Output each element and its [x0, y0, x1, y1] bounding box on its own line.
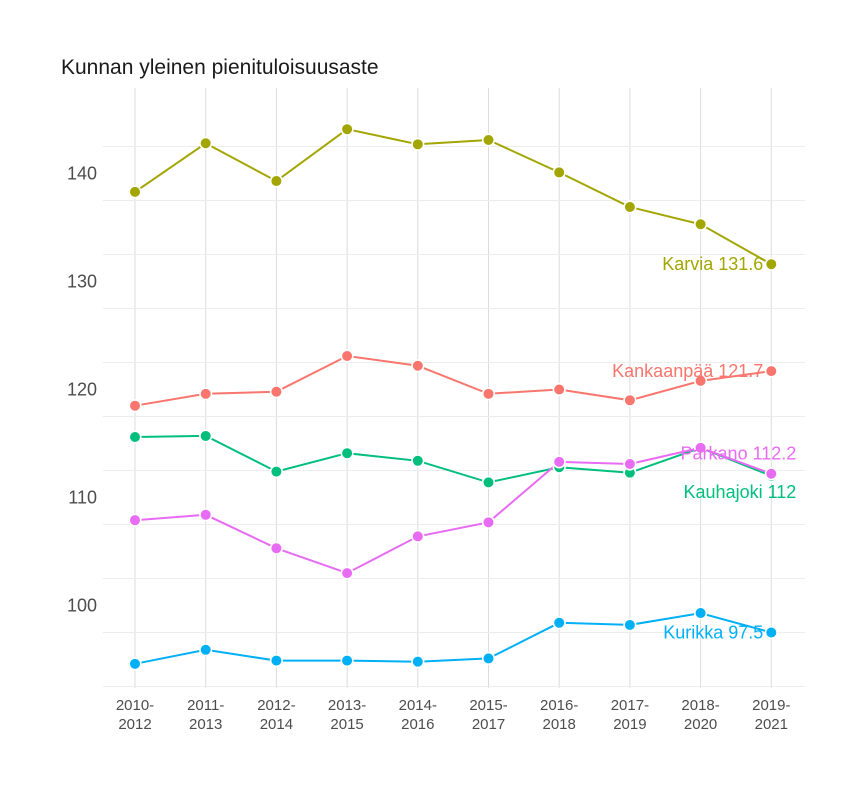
x-tick-label: 2018-2020: [681, 697, 719, 733]
y-tick-label: 140: [67, 164, 97, 184]
series-line-kurikka: [134, 612, 772, 665]
data-point-kurikka: [269, 653, 284, 668]
data-point-kankaanpaa: [693, 374, 708, 388]
data-point-parkano: [128, 513, 142, 527]
series-line-parkano: [134, 446, 772, 575]
data-point-kankaanpaa: [552, 382, 566, 397]
series-line-kauhajoki: [134, 434, 772, 484]
data-point-kurikka: [481, 651, 496, 666]
data-point-parkano: [340, 566, 354, 580]
data-point-kauhajoki: [199, 429, 213, 443]
series-label-kankaanpaa: Kankaanpää 121.7: [612, 361, 763, 381]
y-axis-ticks: 100 110 120 130 140: [67, 164, 97, 616]
x-tick-label: 2010-2012: [116, 697, 154, 733]
data-point-kankaanpaa: [340, 349, 354, 363]
data-point-kauhajoki: [340, 446, 354, 460]
data-point-karvia: [481, 133, 496, 147]
data-point-karvia: [693, 217, 708, 231]
data-point-kurikka: [128, 657, 142, 671]
data-point-karvia: [411, 137, 425, 151]
data-point-kankaanpaa: [481, 387, 496, 401]
data-point-parkano: [269, 541, 284, 555]
data-point-parkano: [764, 467, 778, 481]
data-point-karvia: [623, 200, 637, 214]
data-point-parkano: [693, 441, 708, 455]
series-label-kauhajoki: Kauhajoki 112: [684, 482, 797, 502]
data-point-kankaanpaa: [764, 364, 778, 378]
y-tick-label: 100: [67, 596, 97, 616]
data-point-kurikka: [693, 606, 708, 620]
y-tick-label: 120: [67, 380, 97, 400]
data-point-kurikka: [764, 625, 778, 640]
series-label-kurikka: Kurikka 97.5: [663, 623, 763, 643]
y-tick-label: 110: [68, 488, 97, 508]
data-point-kurikka: [623, 618, 637, 632]
data-point-kankaanpaa: [623, 393, 637, 407]
x-tick-label: 2013-2015: [328, 697, 366, 733]
data-point-kurikka: [199, 643, 213, 657]
x-tick-label: 2017-2019: [611, 697, 649, 733]
data-point-kankaanpaa: [411, 359, 425, 373]
data-point-parkano: [623, 457, 637, 471]
x-tick-label: 2012-2014: [257, 697, 295, 733]
x-tick-label: 2015-2017: [469, 697, 507, 733]
data-point-karvia: [340, 122, 354, 136]
x-tick-label: 2014-2016: [399, 697, 437, 733]
series-lines: [134, 128, 772, 665]
data-point-kauhajoki: [128, 430, 142, 444]
y-tick-label: 130: [67, 272, 97, 292]
data-point-parkano: [481, 515, 496, 529]
series-line-karvia: [134, 128, 772, 266]
x-tick-label: 2016-2018: [540, 697, 578, 733]
data-point-kankaanpaa: [269, 385, 284, 399]
data-point-kauhajoki: [411, 454, 425, 468]
series-label-karvia: Karvia 131.6: [662, 254, 763, 274]
data-point-karvia: [552, 165, 566, 180]
data-point-karvia: [199, 136, 213, 150]
chart-title: Kunnan yleinen pienituloisuusaste: [61, 56, 379, 79]
data-point-kurikka: [340, 653, 354, 668]
x-axis-ticks: 2010-2012 2011-2013 2012-2014 2013-2015 2014…: [116, 697, 791, 733]
data-point-karvia: [764, 257, 778, 271]
data-point-parkano: [411, 529, 425, 543]
data-point-kauhajoki: [481, 475, 496, 489]
data-point-kauhajoki: [269, 464, 284, 479]
data-point-parkano: [199, 508, 213, 522]
series-line-kankaanpaa: [134, 354, 772, 407]
x-tick-label: 2011-2013: [187, 697, 224, 733]
data-point-karvia: [269, 174, 284, 188]
series-end-labels: Karvia 131.6 Kankaanpää 121.7 Kauhajoki 11…: [612, 254, 796, 642]
data-point-kurikka: [552, 616, 566, 630]
data-point-kankaanpaa: [128, 399, 142, 413]
series-points: [128, 122, 778, 671]
data-point-karvia: [128, 185, 142, 199]
series-label-parkano: Parkano 112.2: [681, 444, 797, 464]
x-tick-label: 2019-2021: [752, 697, 790, 733]
data-point-kankaanpaa: [199, 387, 213, 401]
gridlines: [103, 88, 805, 688]
data-point-kurikka: [411, 655, 425, 669]
data-point-parkano: [552, 455, 566, 469]
